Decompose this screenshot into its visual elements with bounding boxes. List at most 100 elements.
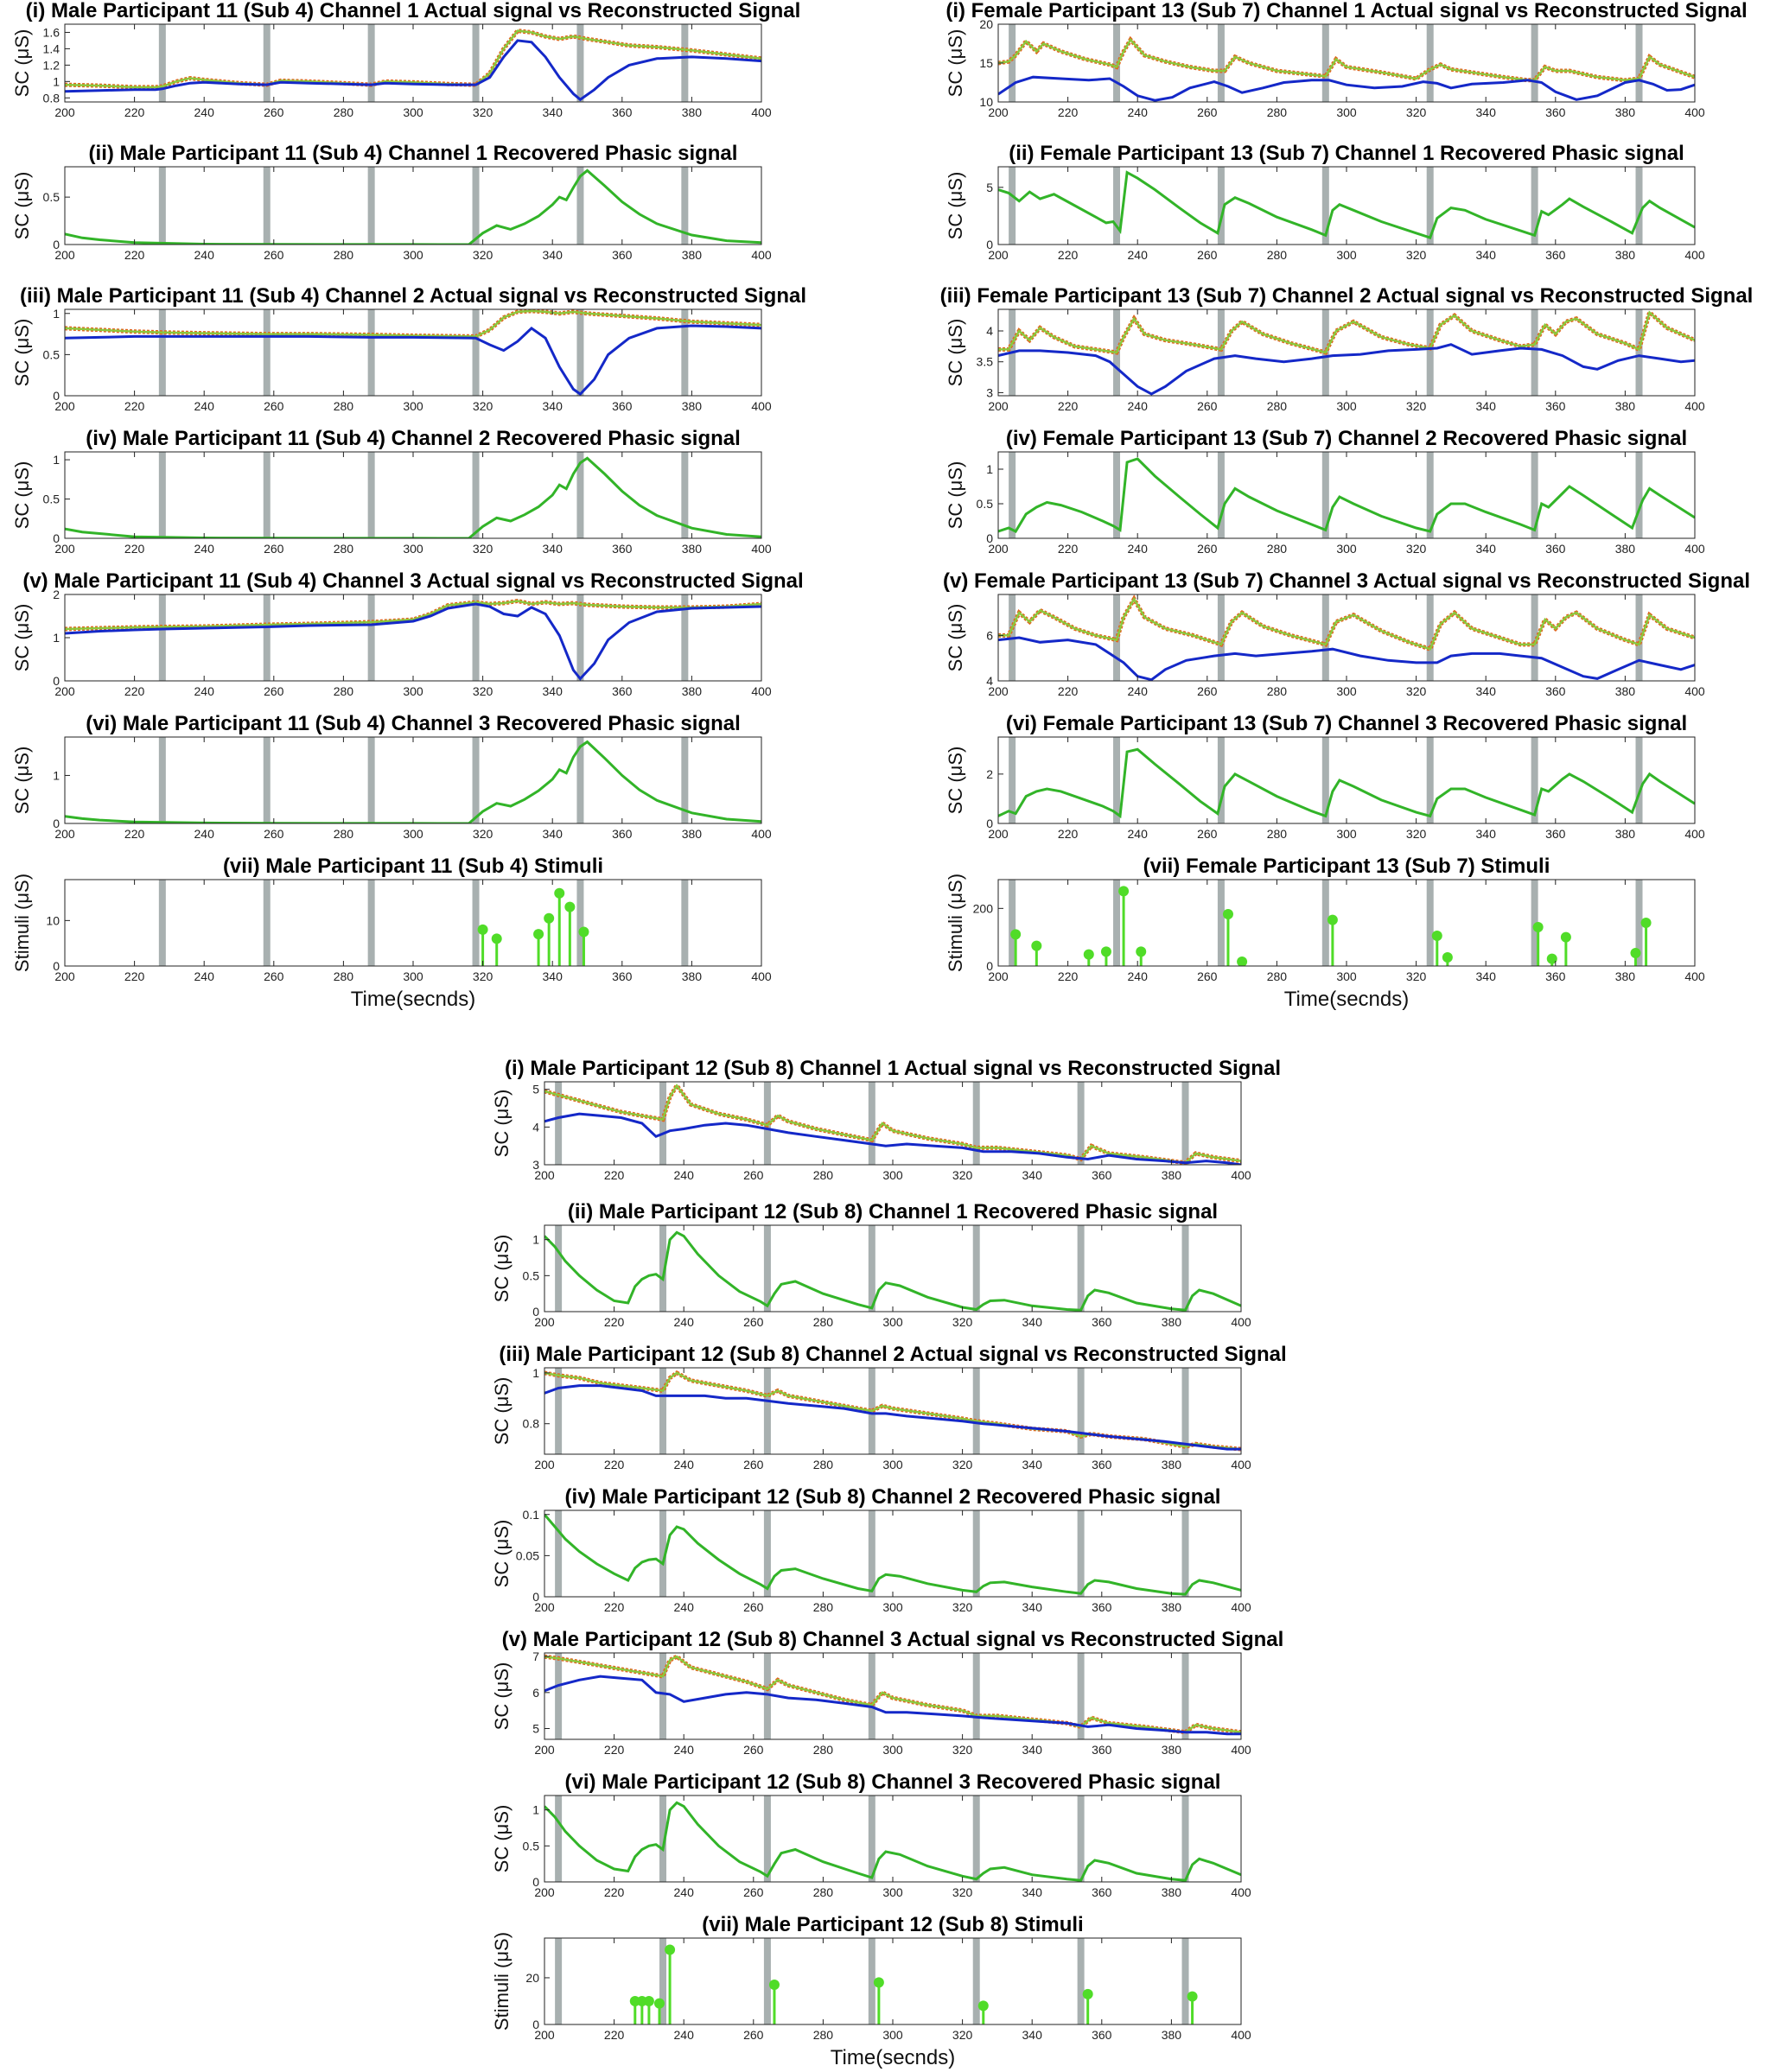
x-tick-label: 380: [682, 248, 703, 262]
stimulus-band: [1531, 594, 1538, 681]
stimulus-band: [472, 880, 480, 966]
x-tick-label: 340: [543, 105, 563, 119]
x-tick-label: 200: [534, 1743, 555, 1757]
plot-content: [544, 1082, 1241, 1165]
chart-m12-5: (v) Male Participant 12 (Sub 8) Channel …: [491, 1628, 1283, 1757]
x-tick-label: 340: [1022, 1600, 1043, 1614]
stimulus-marker: [653, 1998, 665, 2009]
stimulus-band: [681, 880, 689, 966]
plot-area: [65, 309, 761, 396]
x-tick-label: 240: [674, 1315, 695, 1329]
plot-content: [544, 1368, 1241, 1454]
y-tick-label: 10: [46, 913, 60, 927]
x-tick-label: 240: [1128, 827, 1149, 841]
x-tick-label: 240: [674, 1168, 695, 1182]
x-tick-label: 320: [473, 684, 493, 698]
x-tick-label: 380: [682, 105, 703, 119]
x-tick-label: 320: [473, 105, 493, 119]
x-tick-label: 300: [403, 969, 423, 983]
y-tick-label: 0: [53, 674, 60, 688]
x-tick-label: 300: [1336, 105, 1357, 119]
plot-content: [998, 24, 1695, 102]
x-tick-label: 320: [952, 1885, 973, 1899]
y-tick-label: 3: [532, 1158, 539, 1172]
x-tick-label: 340: [543, 684, 563, 698]
stimulus-band: [1217, 452, 1225, 538]
x-tick-label: 280: [334, 827, 354, 841]
stimulus-band: [681, 24, 689, 102]
y-tick-label: 1.2: [43, 58, 60, 72]
x-tick-label: 260: [264, 827, 284, 841]
x-tick-label: 400: [1231, 1600, 1251, 1614]
x-tick-label: 220: [124, 969, 145, 983]
stimulus-band: [1321, 452, 1329, 538]
actual-signal-markers: [544, 1655, 1241, 1734]
x-tick-label: 400: [751, 969, 772, 983]
x-tick-label: 260: [264, 399, 284, 413]
y-tick-label: 0.5: [43, 190, 60, 204]
chart-f13-3: (iii) Female Participant 13 (Sub 7) Chan…: [940, 284, 1754, 413]
stimulus-marker: [1031, 940, 1042, 951]
stimulus-band: [576, 309, 584, 396]
y-tick-label: 0: [53, 959, 60, 973]
x-tick-label: 340: [1022, 2028, 1043, 2042]
x-tick-label: 220: [124, 399, 145, 413]
x-tick-label: 320: [1406, 684, 1427, 698]
stimulus-band: [763, 1938, 771, 2024]
plot-content: [998, 309, 1695, 396]
x-tick-label: 200: [54, 105, 75, 119]
x-tick-label: 300: [1336, 969, 1357, 983]
stimulus-band: [1009, 167, 1016, 245]
stimulus-band: [1426, 594, 1434, 681]
stimulus-band: [1426, 452, 1434, 538]
stimulus-band: [158, 737, 166, 823]
reconstructed-signal-line: [998, 75, 1695, 102]
plot-area: [65, 167, 761, 245]
x-axis-label: Time(secnds): [351, 988, 475, 1011]
stimulus-marker: [1431, 931, 1442, 941]
x-tick-label: 380: [1162, 1600, 1182, 1614]
x-tick-label: 200: [54, 827, 75, 841]
y-axis-label: SC (μS): [11, 461, 33, 530]
x-tick-label: 260: [264, 969, 284, 983]
stimulus-band: [1077, 1938, 1085, 2024]
y-tick-label: 0: [532, 1875, 539, 1889]
x-tick-label: 280: [1267, 542, 1288, 556]
y-tick-label: 0: [532, 1305, 539, 1319]
stimulus-band: [868, 1938, 875, 2024]
stimulus-band: [367, 167, 375, 245]
x-tick-label: 220: [1058, 827, 1079, 841]
stimulus-band: [1181, 1938, 1189, 2024]
phasic-signal-line: [544, 1230, 1241, 1312]
x-tick-label: 340: [543, 542, 563, 556]
y-tick-label: 2: [986, 767, 993, 781]
stimulus-marker: [1118, 886, 1130, 897]
x-tick-label: 280: [334, 542, 354, 556]
x-tick-label: 240: [194, 827, 215, 841]
actual-signal-markers: [65, 600, 761, 631]
stimulus-band: [868, 1082, 875, 1165]
x-tick-label: 320: [1406, 399, 1427, 413]
stimulus-band: [1531, 167, 1538, 245]
x-tick-label: 260: [1197, 248, 1218, 262]
chart-m12-7: (vii) Male Participant 12 (Sub 8) Stimul…: [491, 1913, 1251, 2069]
x-tick-label: 360: [1092, 1168, 1112, 1182]
y-axis-label: SC (μS): [491, 1662, 513, 1731]
stimulus-marker: [1532, 922, 1544, 932]
x-tick-label: 320: [1406, 542, 1427, 556]
y-tick-label: 0: [986, 817, 993, 830]
plot-content: [65, 24, 761, 102]
x-tick-label: 280: [813, 1168, 834, 1182]
x-tick-label: 220: [604, 1168, 625, 1182]
stimulus-band: [1635, 309, 1643, 396]
y-axis-label: SC (μS): [945, 461, 966, 530]
y-axis-label: SC (μS): [491, 1090, 513, 1158]
x-tick-label: 360: [1545, 684, 1566, 698]
x-tick-label: 400: [751, 105, 772, 119]
y-tick-label: 20: [979, 17, 993, 31]
y-tick-label: 7: [532, 1649, 539, 1663]
x-tick-label: 240: [674, 1885, 695, 1899]
x-tick-label: 320: [952, 1458, 973, 1471]
plot-content: [65, 594, 761, 681]
stimulus-marker: [1083, 949, 1094, 960]
